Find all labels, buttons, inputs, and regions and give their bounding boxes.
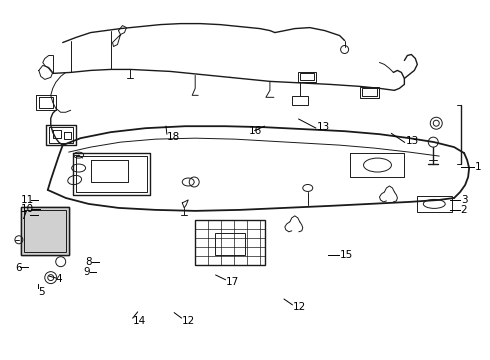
Text: 5: 5 [38,287,45,297]
Text: 8: 8 [85,257,92,267]
Bar [292,96,308,105]
Text: 17: 17 [225,277,239,287]
Text: 11: 11 [21,195,34,206]
Text: 12: 12 [182,316,195,325]
Bar [195,220,265,265]
Text: 18: 18 [167,132,180,142]
Text: 2: 2 [461,206,467,216]
Bar [360,87,379,98]
Text: 10: 10 [21,204,34,214]
Text: 14: 14 [133,316,146,325]
Text: 9: 9 [83,267,90,277]
Bar [21,207,69,255]
Text: 16: 16 [249,126,262,135]
Text: 3: 3 [461,195,467,205]
Text: 4: 4 [55,274,62,284]
Text: 12: 12 [293,302,306,312]
Bar [362,88,377,96]
Text: 13: 13 [317,122,330,132]
Text: 6: 6 [16,263,22,273]
Bar [298,72,316,82]
Text: 7: 7 [21,211,27,221]
Bar [215,233,245,255]
Bar [417,196,452,212]
Text: 1: 1 [474,162,481,172]
Bar [24,210,66,252]
Text: 13: 13 [406,136,419,146]
Bar [24,210,66,252]
Bar [300,73,314,80]
Bar [21,207,69,255]
Text: 15: 15 [340,249,353,260]
